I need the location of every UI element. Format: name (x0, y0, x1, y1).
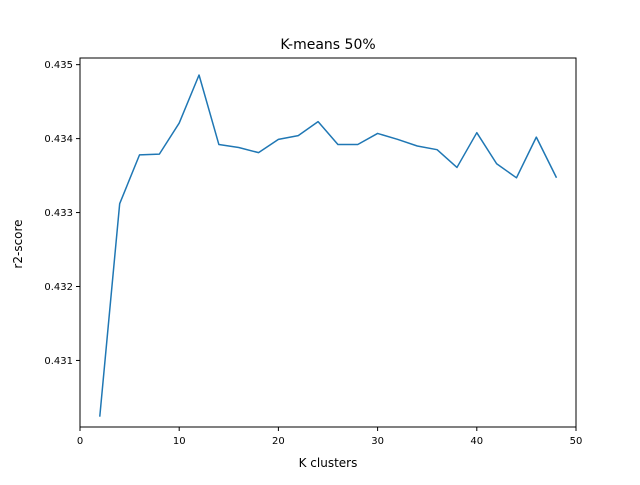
x-tick-label: 50 (570, 436, 583, 447)
x-tick-label: 20 (272, 436, 285, 447)
x-tick-label: 30 (371, 436, 384, 447)
plot-area (99, 74, 558, 417)
y-tick-label: 0.435 (44, 60, 73, 71)
x-axis: 0 10 20 30 40 50 (77, 427, 583, 447)
y-axis: 0.431 0.432 0.433 0.434 0.435 (44, 60, 80, 367)
series-line-0 (99, 74, 558, 417)
x-axis-label: K clusters (299, 456, 358, 470)
x-tick-label: 0 (77, 436, 83, 447)
y-tick-label: 0.433 (44, 208, 73, 219)
y-tick-label: 0.431 (44, 356, 73, 367)
axes-frame (79, 57, 577, 428)
x-tick-label: 40 (470, 436, 483, 447)
x-tick-label: 10 (173, 436, 186, 447)
y-axis-label: r2-score (11, 219, 25, 268)
y-tick-label: 0.434 (44, 134, 73, 145)
y-tick-label: 0.432 (44, 282, 73, 293)
chart-title: K-means 50% (280, 37, 375, 53)
